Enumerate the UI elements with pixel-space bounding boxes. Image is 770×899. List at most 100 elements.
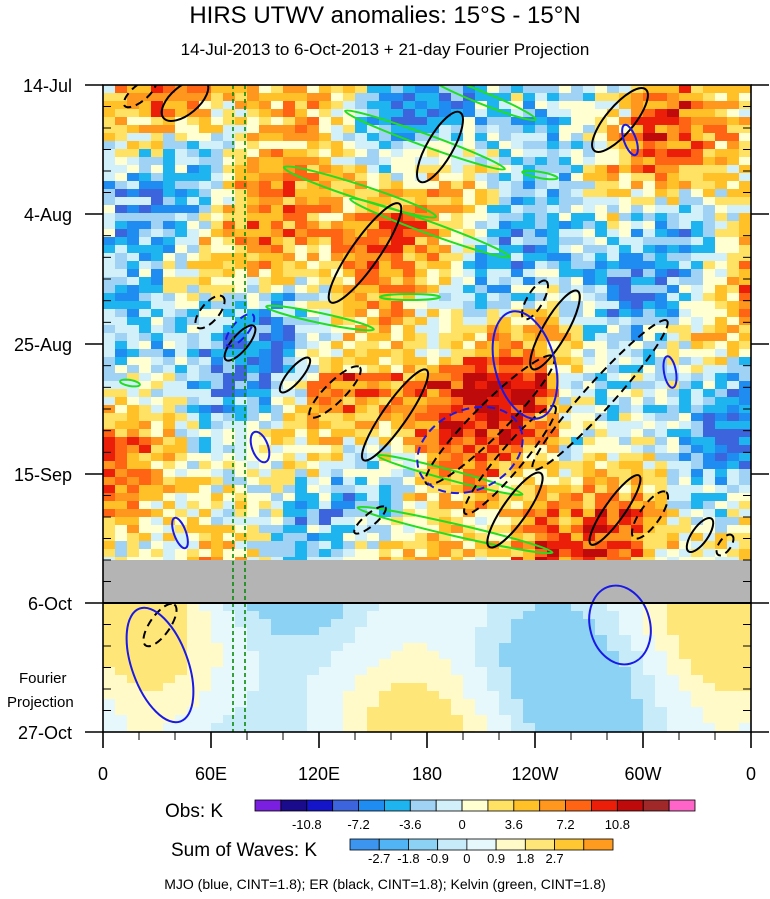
- projection-cell: [439, 627, 452, 636]
- field-cell: [235, 517, 248, 526]
- projection-cell: [199, 627, 212, 636]
- projection-cell: [331, 683, 344, 692]
- field-cell: [163, 333, 176, 342]
- projection-cell: [679, 603, 692, 612]
- field-cell: [307, 205, 320, 214]
- field-cell: [487, 229, 500, 238]
- projection-cell: [307, 619, 320, 628]
- field-cell: [211, 381, 224, 390]
- field-cell: [547, 109, 560, 118]
- field-cell: [415, 277, 428, 286]
- field-cell: [571, 269, 584, 278]
- projection-cell: [175, 627, 188, 636]
- field-cell: [259, 317, 272, 326]
- field-cell: [727, 333, 740, 342]
- projection-cell: [367, 691, 380, 700]
- field-cell: [727, 213, 740, 222]
- field-cell: [463, 477, 476, 486]
- field-cell: [199, 253, 212, 262]
- field-cell: [475, 365, 488, 374]
- field-cell: [259, 157, 272, 166]
- field-cell: [367, 549, 380, 558]
- field-cell: [583, 477, 596, 486]
- field-cell: [499, 157, 512, 166]
- field-cell: [619, 237, 632, 246]
- field-cell: [535, 317, 548, 326]
- kelvin-contour: [521, 169, 559, 181]
- field-cell: [379, 477, 392, 486]
- field-cell: [343, 317, 356, 326]
- projection-cell: [403, 635, 416, 644]
- field-cell: [139, 277, 152, 286]
- projection-cell: [691, 651, 704, 660]
- field-cell: [199, 213, 212, 222]
- field-cell: [175, 93, 188, 102]
- projection-cell: [547, 667, 560, 676]
- projection-cell: [571, 611, 584, 620]
- field-cell: [607, 485, 620, 494]
- field-cell: [391, 493, 404, 502]
- projection-cell: [355, 659, 368, 668]
- mjo-contour-negative: [224, 312, 256, 348]
- field-cell: [211, 213, 224, 222]
- field-cell: [187, 261, 200, 270]
- field-cell: [163, 349, 176, 358]
- field-cell: [235, 429, 248, 438]
- field-cell: [247, 165, 260, 174]
- field-cell: [487, 245, 500, 254]
- field-cell: [163, 269, 176, 278]
- field-cell: [739, 149, 751, 158]
- field-cell: [175, 549, 188, 558]
- projection-cell: [355, 683, 368, 692]
- projection-cell: [715, 707, 728, 716]
- projection-cell: [379, 611, 392, 620]
- projection-cell: [559, 619, 572, 628]
- field-cell: [103, 421, 116, 430]
- field-cell: [463, 197, 476, 206]
- projection-cell: [571, 619, 584, 628]
- field-cell: [703, 541, 716, 550]
- projection-cell: [331, 691, 344, 700]
- field-cell: [511, 493, 524, 502]
- projection-cell: [415, 683, 428, 692]
- field-cell: [631, 421, 644, 430]
- field-cell: [679, 517, 692, 526]
- field-cell: [295, 309, 308, 318]
- field-cell: [667, 397, 680, 406]
- field-cell: [583, 501, 596, 510]
- field-cell: [391, 349, 404, 358]
- field-cell: [355, 477, 368, 486]
- field-cell: [499, 493, 512, 502]
- field-cell: [643, 365, 656, 374]
- field-cell: [715, 533, 728, 542]
- field-cell: [283, 541, 296, 550]
- field-cell: [163, 141, 176, 150]
- projection-cell: [511, 635, 524, 644]
- field-cell: [199, 421, 212, 430]
- field-cell: [451, 405, 464, 414]
- field-cell: [583, 237, 596, 246]
- field-cell: [295, 141, 308, 150]
- field-cell: [259, 173, 272, 182]
- field-cell: [415, 269, 428, 278]
- projection-cell: [607, 667, 620, 676]
- projection-cell: [151, 635, 164, 644]
- projection-cell: [307, 627, 320, 636]
- field-cell: [511, 477, 524, 486]
- field-cell: [739, 277, 751, 286]
- projection-cell: [607, 651, 620, 660]
- field-cell: [187, 173, 200, 182]
- field-cell: [367, 309, 380, 318]
- field-cell: [247, 181, 260, 190]
- field-cell: [715, 493, 728, 502]
- field-cell: [499, 277, 512, 286]
- field-cell: [535, 421, 548, 430]
- field-cell: [211, 245, 224, 254]
- field-cell: [199, 501, 212, 510]
- field-cell: [607, 205, 620, 214]
- field-cell: [271, 373, 284, 382]
- field-cell: [523, 341, 536, 350]
- field-cell: [535, 125, 548, 134]
- projection-cell: [343, 723, 356, 732]
- field-cell: [283, 109, 296, 118]
